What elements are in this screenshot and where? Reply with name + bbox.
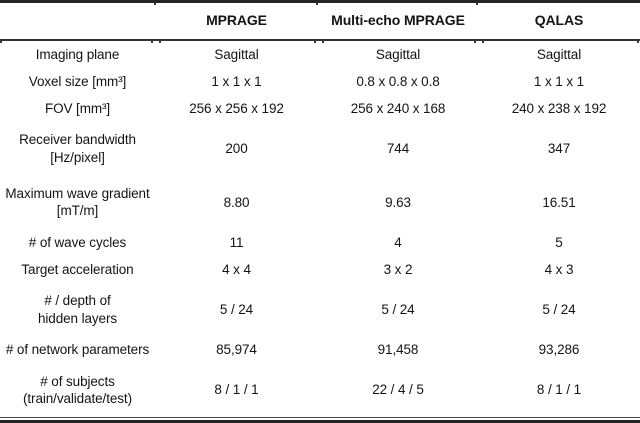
- row-label: # of network parameters: [5, 342, 150, 358]
- cell-value: 5 / 24: [381, 301, 415, 317]
- rule-tick-mark: [154, 3, 156, 5]
- row-label: # of wave cycles: [28, 234, 127, 250]
- row-label: FOV [mm³]: [44, 100, 111, 116]
- table-row-imaging-plane: Imaging plane Sagittal Sagittal Sagittal: [0, 40, 640, 68]
- cell-value: 93,286: [538, 342, 580, 358]
- cell-value: 1 x 1 x 1: [211, 74, 262, 90]
- cell-value: 9.63: [385, 194, 411, 210]
- cell-value: 8.80: [223, 194, 250, 210]
- rule-tick-mark: [159, 41, 161, 43]
- cell-value: 744: [386, 141, 410, 157]
- cell-value: 5: [555, 234, 563, 250]
- rule-tick-mark: [476, 3, 478, 5]
- rule-tick-mark: [482, 41, 484, 43]
- cell-value: 200: [225, 141, 248, 157]
- table-row-subjects: # of subjects (train/validate/test) 8 / …: [0, 363, 640, 417]
- cell-value: 240 x 238 x 192: [511, 100, 607, 116]
- cell-value: Sagittal: [536, 47, 582, 63]
- cell-value: 1 x 1 x 1: [533, 74, 585, 90]
- rule-tick-mark: [322, 41, 324, 43]
- cell-value: 22 / 4 / 5: [372, 382, 424, 398]
- cell-value: 3 x 2: [383, 261, 413, 277]
- column-header-qalas: QALAS: [478, 1, 640, 41]
- cell-value: 8 / 1 / 1: [214, 382, 259, 398]
- header-corner-cell: [0, 1, 155, 41]
- rule-tick-mark: [637, 41, 639, 43]
- cell-value: 4 x 3: [544, 261, 574, 277]
- column-header-multi-echo-mprage: Multi-echo MPRAGE: [318, 1, 478, 41]
- table-row-max-wave-gradient: Maximum wave gradient [mT/m] 8.80 9.63 1…: [0, 176, 640, 230]
- table-row-voxel-size: Voxel size [mm³] 1 x 1 x 1 0.8 x 0.8 x 0…: [0, 68, 640, 95]
- row-label: Voxel size [mm³]: [28, 74, 127, 90]
- rule-tick-mark: [0, 41, 2, 43]
- cell-value: 16.51: [542, 194, 576, 210]
- table-row-hidden-layers: # / depth of hidden layers 5 / 24 5 / 24…: [0, 283, 640, 337]
- cell-value: 11: [229, 234, 244, 250]
- table-row-fov: FOV [mm³] 256 x 256 x 192 256 x 240 x 16…: [0, 95, 640, 122]
- rule-tick-mark: [314, 41, 316, 43]
- table-row-receiver-bandwidth: Receiver bandwidth [Hz/pixel] 200 744 34…: [0, 122, 640, 176]
- column-header-mprage: MPRAGE: [155, 1, 318, 41]
- row-label: # / depth of hidden layers: [37, 293, 117, 326]
- table-row-wave-cycles: # of wave cycles 11 4 5: [0, 229, 640, 256]
- cell-value: Sagittal: [214, 47, 259, 63]
- cell-value: 5 / 24: [219, 301, 254, 317]
- cell-value: 4 x 4: [222, 261, 251, 277]
- cell-value: 256 x 240 x 168: [350, 100, 446, 116]
- cell-value: 8 / 1 / 1: [536, 382, 582, 398]
- cell-value: 347: [547, 141, 571, 157]
- row-label: Maximum wave gradient [mT/m]: [5, 186, 150, 219]
- row-label: # of subjects (train/validate/test): [23, 373, 132, 407]
- rule-tick-mark: [316, 3, 318, 5]
- row-label: Target acceleration: [21, 261, 134, 277]
- cell-value: 256 x 256 x 192: [189, 100, 284, 116]
- rule-tick-mark: [474, 41, 476, 43]
- rule-tick-mark: [151, 41, 153, 43]
- cell-value: 5 / 24: [542, 301, 576, 317]
- cell-value: 4: [394, 234, 402, 250]
- cell-value: 85,974: [216, 342, 257, 358]
- row-label: Receiver bandwidth [Hz/pixel]: [19, 132, 136, 165]
- table-row-target-acceleration: Target acceleration 4 x 4 3 x 2 4 x 3: [0, 256, 640, 283]
- cell-value: 91,458: [377, 342, 419, 358]
- header-row: MPRAGE Multi-echo MPRAGE QALAS: [0, 1, 640, 41]
- row-label: Imaging plane: [35, 47, 120, 63]
- cell-value: Sagittal: [375, 47, 421, 63]
- table-row-network-parameters: # of network parameters 85,974 91,458 93…: [0, 336, 640, 363]
- cell-value: 0.8 x 0.8 x 0.8: [356, 74, 440, 90]
